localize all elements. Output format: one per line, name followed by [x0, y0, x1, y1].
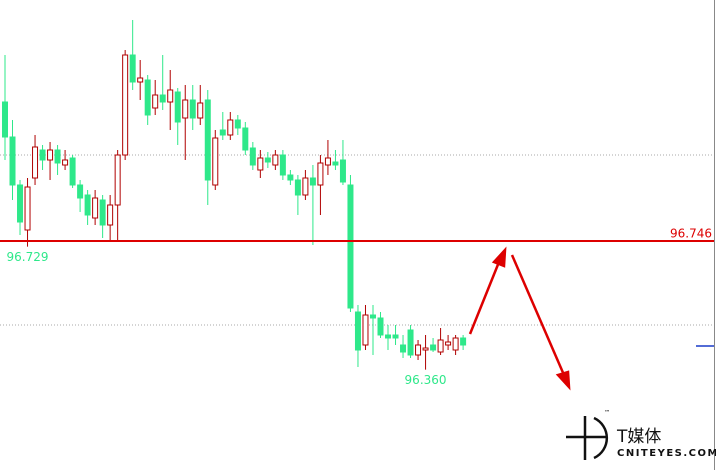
- low-label: 96.729: [7, 250, 49, 264]
- candle-body: [9, 136, 16, 186]
- plot: 96.746 96.729 96.360: [0, 20, 714, 387]
- candle-body: [385, 334, 392, 339]
- candle-body: [159, 94, 166, 103]
- candle-body: [204, 99, 211, 181]
- trademark: ™: [604, 410, 610, 417]
- candle-body: [174, 91, 181, 123]
- candle-body: [144, 79, 151, 116]
- candle-body: [107, 204, 114, 226]
- low-label: 96.360: [405, 373, 447, 387]
- level-label: 96.746: [670, 227, 712, 241]
- candle-body: [17, 184, 24, 223]
- candle-body: [362, 314, 369, 346]
- candle-body: [460, 337, 467, 346]
- candle-body: [24, 186, 31, 231]
- candle-body: [227, 119, 234, 136]
- candle-body: [129, 54, 136, 83]
- candle-body: [392, 334, 399, 339]
- candle-body: [445, 341, 452, 346]
- arrow-head: [491, 246, 507, 268]
- candle-body: [189, 99, 196, 119]
- candle-body: [407, 329, 414, 356]
- arrow-head: [555, 370, 571, 391]
- candle-body: [437, 339, 444, 353]
- logo-site: CNITEYES.COM: [617, 448, 716, 459]
- arrow-up: [468, 261, 501, 335]
- candle-body: [354, 311, 361, 351]
- candle-body: [167, 89, 174, 103]
- candle-body: [339, 159, 346, 183]
- candle-body: [377, 317, 384, 336]
- candle-body: [212, 137, 219, 186]
- candle-body: [249, 147, 256, 166]
- candle-body: [114, 154, 121, 206]
- candle-body: [422, 347, 429, 351]
- candle-body: [347, 184, 354, 309]
- candle-body: [122, 54, 129, 156]
- candle-body: [279, 154, 286, 176]
- candle-body: [272, 154, 279, 166]
- candle-body: [77, 184, 84, 199]
- logo-name: T媒体: [616, 427, 661, 447]
- candle-body: [47, 149, 54, 161]
- candle-body: [242, 127, 249, 151]
- candle-body: [317, 162, 324, 186]
- candle-body: [415, 344, 422, 356]
- candle-body: [264, 157, 271, 163]
- candle-body: [54, 149, 61, 164]
- candle-body: [84, 194, 91, 216]
- candle-body: [309, 177, 316, 186]
- candle-body: [302, 177, 309, 196]
- arrow-down: [510, 254, 566, 376]
- candle-body: [152, 94, 159, 109]
- candle-body: [234, 119, 241, 129]
- candle-body: [324, 157, 331, 166]
- candle-body: [369, 314, 376, 319]
- candle-body: [287, 174, 294, 181]
- candle-body: [182, 99, 189, 119]
- candle-body: [430, 344, 437, 351]
- candle-body: [197, 102, 204, 119]
- candle-body: [32, 146, 39, 179]
- candle-body: [452, 337, 459, 351]
- candle-body: [62, 159, 69, 166]
- forecast-arrows: [468, 246, 571, 391]
- candle-body: [39, 149, 46, 161]
- logo: ™ T媒体 CNITEYES.COM: [566, 410, 716, 460]
- candle-body: [294, 179, 301, 196]
- candle-body: [69, 157, 76, 186]
- candle-body: [332, 161, 339, 166]
- candle-body: [400, 344, 407, 353]
- candle-body: [2, 101, 8, 138]
- logo-arc: [593, 416, 609, 460]
- candle-body: [92, 197, 99, 219]
- candle-body: [137, 77, 144, 83]
- candle-body: [99, 199, 106, 226]
- candle-body: [219, 129, 226, 136]
- candle-body: [257, 157, 264, 171]
